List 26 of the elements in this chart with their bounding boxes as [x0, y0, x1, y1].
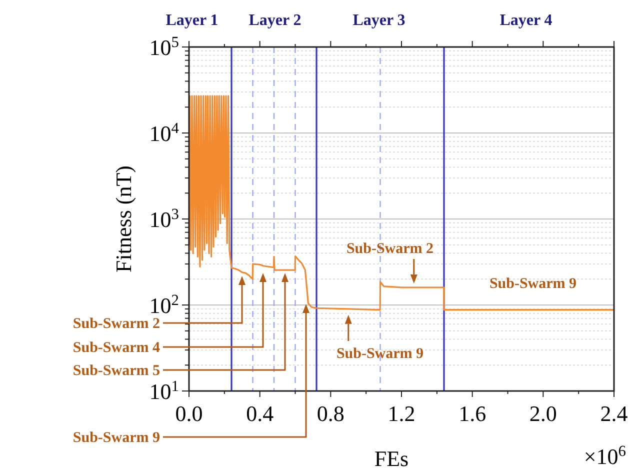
- text: Layer 2: [248, 12, 302, 29]
- y-tick-label: 10$^{2}$: [149, 292, 179, 318]
- text: Sub-Swarm 4: [72, 340, 160, 356]
- y-tick-label: 10$^{5}$: [149, 34, 180, 60]
- y-axis-title: Fitness (nT): [111, 166, 136, 272]
- annotation: Sub-Swarm 2: [346, 241, 434, 257]
- text: Layer 1: [166, 12, 218, 29]
- text: ×10$^{6}$: [584, 442, 626, 469]
- y-tick-label: 10$^{4}$: [149, 120, 180, 146]
- x-tick-label: 0.8: [316, 401, 344, 426]
- text: Sub-Swarm 2: [72, 316, 160, 332]
- x-tick-label: 1.2: [388, 401, 416, 426]
- x-axis-title: FEs: [374, 446, 409, 471]
- text: Layer 3: [352, 12, 406, 29]
- y-tick-label: 10$^{1}$: [149, 378, 179, 404]
- annotation: Sub-Swarm 9: [489, 276, 577, 292]
- y-tick-label: 10$^{3}$: [149, 206, 180, 232]
- x-tick-label: 1.6: [458, 401, 486, 426]
- text: Layer 4: [500, 12, 552, 29]
- text: Sub-Swarm 5: [72, 363, 160, 379]
- x-tick-label: 0.0: [175, 401, 203, 426]
- annotation: Sub-Swarm 9: [336, 346, 424, 362]
- text: Sub-Swarm 9: [72, 430, 160, 446]
- x-tick-label: 2.4: [600, 401, 628, 426]
- x-tick-label: 2.0: [529, 401, 557, 426]
- x-tick-label: 0.4: [246, 401, 274, 426]
